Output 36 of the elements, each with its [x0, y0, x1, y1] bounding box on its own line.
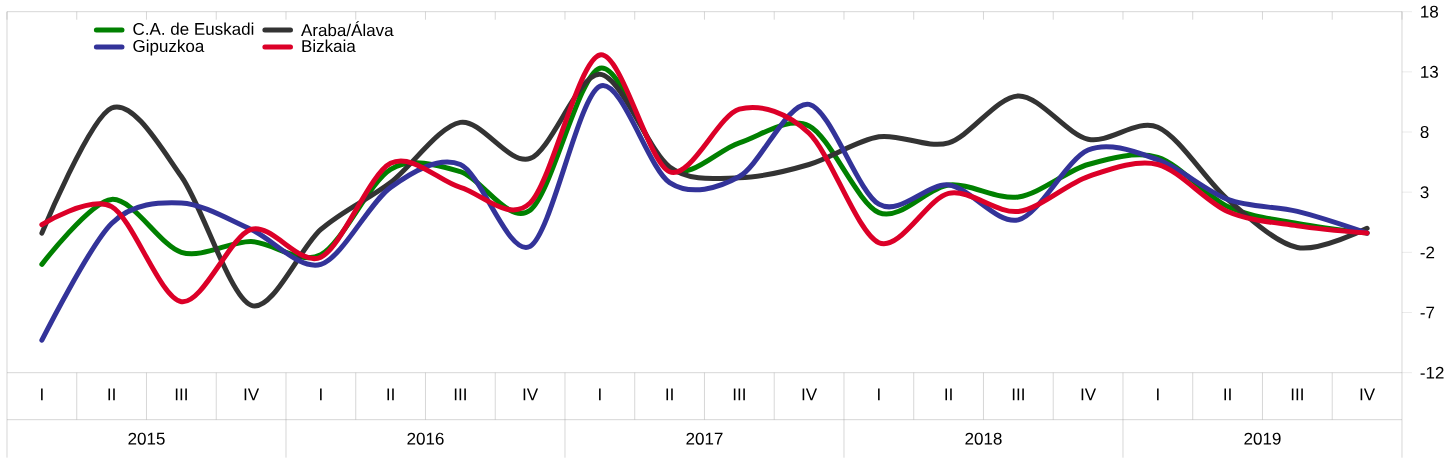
legend-label: C.A. de Euskadi — [133, 22, 254, 36]
x-tick-label: IV — [244, 388, 260, 401]
text: 2018 — [965, 432, 1002, 445]
y-tick-label: 18 — [1421, 5, 1439, 18]
text: 2019 — [1244, 432, 1281, 445]
y-tick-label: -12 — [1420, 366, 1444, 379]
x-tick-label: II — [945, 388, 952, 401]
x-tick-label: IV — [523, 388, 539, 401]
text: 2015 — [128, 432, 165, 445]
x-tick-label: III — [733, 388, 745, 401]
x-tick-label: I — [41, 388, 43, 401]
x-tick-label: III — [1012, 388, 1024, 401]
x-tick-label: II — [387, 388, 394, 401]
x-tick-label: IV — [802, 388, 818, 401]
x-tick-label: IV — [1360, 388, 1376, 401]
legend-label: Araba/Álava — [301, 21, 394, 37]
x-tick-label: II — [108, 388, 115, 401]
legend-label: Gipuzkoa — [133, 39, 205, 56]
x-tick-label: I — [1157, 388, 1159, 401]
y-tick-label: 13 — [1421, 65, 1438, 78]
y-tick-label: 3 — [1420, 186, 1429, 199]
text: 2016 — [407, 432, 444, 445]
y-tick-label: -2 — [1420, 246, 1435, 259]
y-tick-label: -7 — [1420, 306, 1435, 319]
x-tick-label: IV — [1081, 388, 1097, 401]
x-tick-label: I — [320, 388, 322, 401]
x-tick-label: I — [599, 388, 601, 401]
legend-label: Bizkaia — [302, 39, 356, 53]
text: 2017 — [686, 432, 723, 445]
x-tick-label: III — [454, 388, 466, 401]
x-tick-label: III — [175, 388, 187, 401]
x-tick-label: III — [1291, 388, 1303, 401]
x-tick-label: II — [1224, 388, 1231, 401]
y-tick-label: 8 — [1420, 126, 1429, 139]
x-tick-label: II — [666, 388, 673, 401]
x-tick-label: I — [878, 388, 880, 401]
